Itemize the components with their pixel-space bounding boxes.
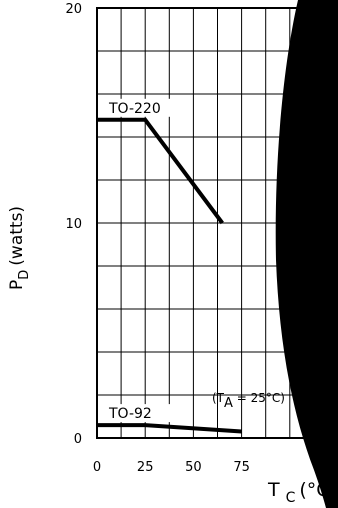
x-axis-label-main: T <box>267 479 280 501</box>
y-axis-label-unit: (watts) <box>7 206 27 266</box>
x-tick-label: 25 <box>137 460 154 475</box>
x-tick-labels: 0 25 50 75 <box>93 460 250 475</box>
series-label-to-220: TO-220 <box>108 101 161 117</box>
y-tick-label: 0 <box>74 432 82 447</box>
y-axis-label-main: P <box>7 280 27 290</box>
series-label-to-92: TO-92 <box>108 406 152 422</box>
x-tick-label: 0 <box>93 460 101 475</box>
y-tick-label: 20 <box>65 2 82 17</box>
series-label-bg-to-92 <box>106 404 178 423</box>
occluding-shape <box>275 0 338 508</box>
series-layer: TO-220 TO-92 <box>97 98 242 434</box>
y-tick-label: 10 <box>65 217 82 232</box>
y-tick-labels: 0 10 20 <box>65 2 82 447</box>
y-axis-label-sub: D <box>17 270 32 280</box>
series-line-to-92 <box>97 423 242 434</box>
annotation-main: (T <box>212 391 225 405</box>
annotation-rest: = 25°C) <box>233 391 285 405</box>
annotation: (TA = 25°C) <box>212 391 285 411</box>
plot-frame <box>96 7 338 439</box>
x-tick-label: 50 <box>185 460 202 475</box>
series-label-bg-to-220 <box>106 98 178 117</box>
y-axis-label: PD (watts) <box>7 206 32 290</box>
series-line-to-220 <box>97 117 224 225</box>
annotation-sub: A <box>224 396 233 411</box>
x-axis-label-sub: C <box>286 490 296 506</box>
x-tick-label: 75 <box>233 460 250 475</box>
